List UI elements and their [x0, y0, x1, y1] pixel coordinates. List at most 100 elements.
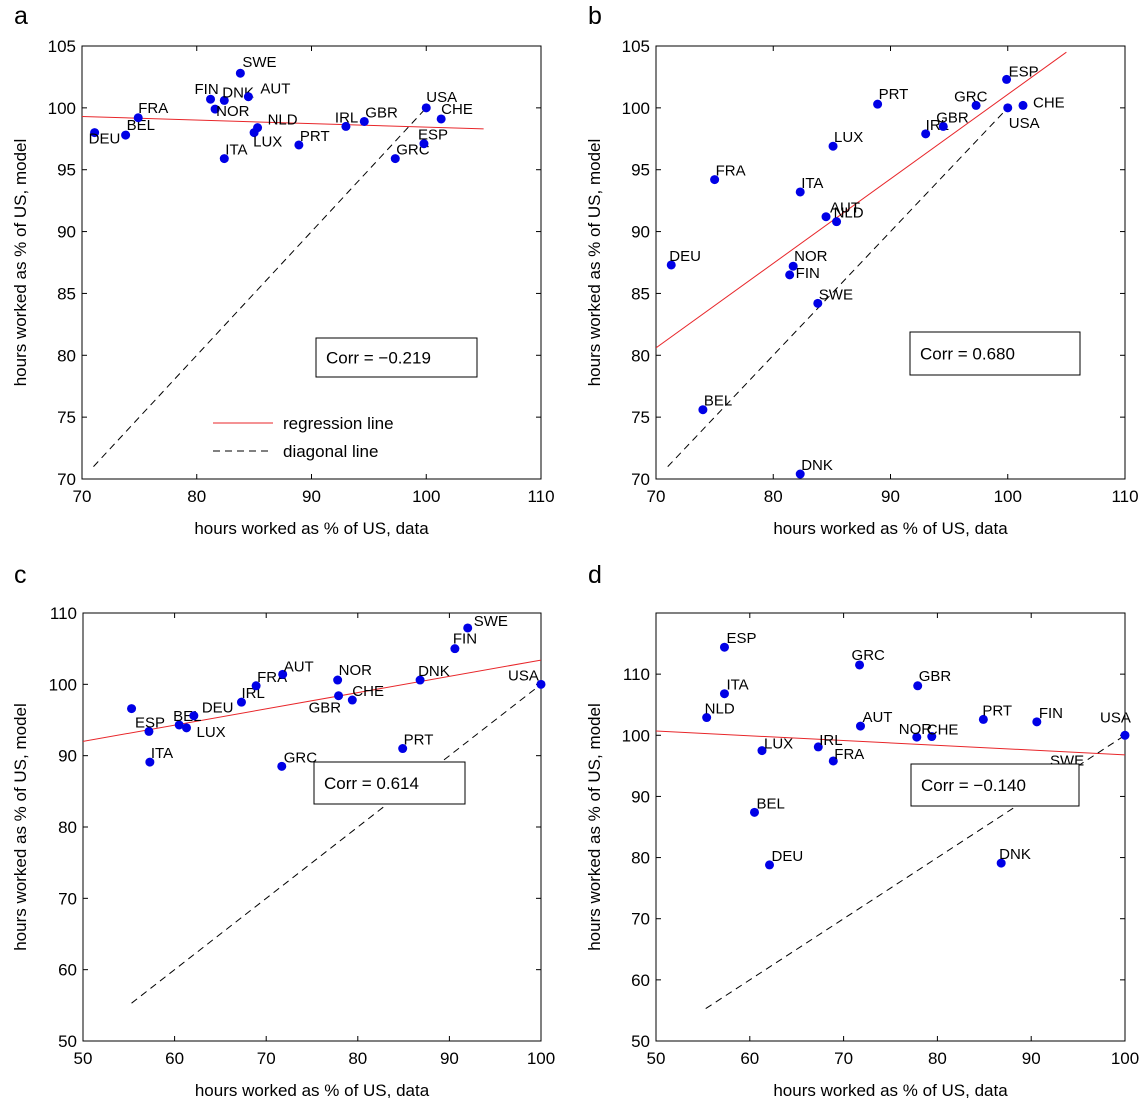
data-point — [334, 691, 344, 701]
point-label: BEL — [704, 393, 732, 410]
scatter-chart-a: 70 80 90 100 110 70 75 80 85 90 95 100 105 hours work… — [11, 37, 555, 538]
scatter-chart-c: 50 60 70 80 90 100 50 60 70 80 90 100 110 hours worke… — [11, 604, 555, 1100]
y-axis-label: hours worked as % of US, model — [11, 139, 30, 387]
point-label: NLD — [834, 205, 864, 222]
x-axis-label: hours worked as % of US, data — [194, 519, 429, 538]
data-point — [235, 68, 245, 78]
point-label: GRC — [284, 749, 318, 766]
data-point — [174, 720, 184, 730]
point-label: FRA — [138, 100, 168, 117]
data-point — [971, 100, 981, 110]
x-tick-label: 100 — [994, 487, 1022, 506]
point-label: IRL — [335, 109, 358, 126]
data-point — [828, 141, 838, 151]
regression-line — [83, 659, 541, 742]
corr-box — [909, 331, 1081, 376]
panel-letter-d: d — [588, 561, 602, 589]
point-label: LUX — [253, 134, 282, 151]
corr-box — [315, 337, 478, 378]
y-tick-label: 100 — [622, 99, 650, 118]
data-point — [1032, 717, 1042, 727]
y-tick-label: 85 — [631, 284, 650, 303]
data-point — [249, 128, 259, 138]
corr-label: Corr = 0.680 — [920, 345, 1015, 364]
data-point — [996, 858, 1006, 868]
data-point — [938, 121, 948, 131]
y-tick-label: 75 — [631, 408, 650, 427]
y-tick-label: 70 — [631, 910, 650, 929]
x-tick-label: 50 — [647, 1049, 666, 1068]
point-label: ITA — [801, 175, 823, 192]
data-point — [294, 140, 304, 150]
y-tick-label: 80 — [58, 818, 77, 837]
data-point — [855, 660, 865, 670]
point-label: DNK — [801, 457, 833, 474]
data-point — [785, 270, 795, 280]
data-point — [978, 714, 988, 724]
y-tick-label: 50 — [631, 1032, 650, 1051]
y-tick-label: 100 — [49, 675, 77, 694]
point-label: GBR — [936, 109, 969, 126]
x-tick-label: 90 — [881, 487, 900, 506]
legend-diagonal-label: diagonal line — [283, 442, 378, 461]
point-label: GBR — [365, 104, 398, 121]
data-point — [341, 121, 351, 131]
point-label: BEL — [756, 795, 784, 812]
point-label: CHE — [1033, 94, 1065, 111]
y-tick-label: 110 — [50, 604, 77, 623]
data-point — [832, 217, 842, 227]
y-tick-label: 80 — [631, 346, 650, 365]
data-point — [390, 154, 400, 164]
y-tick-label: 90 — [58, 747, 77, 766]
y-tick-label: 95 — [57, 161, 76, 180]
y-tick-label: 70 — [57, 470, 76, 489]
data-point — [121, 130, 131, 140]
point-label: GBR — [309, 700, 342, 717]
point-label: NLD — [705, 701, 735, 718]
data-point — [182, 723, 192, 733]
data-point — [921, 129, 931, 139]
panel-letter-a: a — [14, 2, 28, 30]
point-label: NOR — [794, 248, 828, 265]
point-label: DNK — [999, 846, 1031, 863]
y-tick-label: 90 — [631, 223, 650, 242]
diagonal-line — [131, 683, 541, 1004]
data-point — [463, 623, 473, 633]
data-point — [347, 695, 357, 705]
scatter-chart-d: 50 60 70 80 90 100 50 60 70 80 90 100 110 hours worke… — [585, 612, 1139, 1100]
point-label: FRA — [834, 746, 864, 763]
panel-b: b 70 80 90 100 110 70 75 80 85 90 95 100 105 hours wo… — [574, 0, 1148, 549]
point-label: USA — [508, 667, 539, 684]
data-point — [749, 807, 759, 817]
point-label: IRL — [819, 732, 842, 749]
point-label: NOR — [899, 721, 933, 738]
point-label: USA — [1100, 709, 1131, 726]
point-label: ITA — [151, 745, 173, 762]
data-point — [873, 99, 883, 109]
x-tick-label: 60 — [740, 1049, 759, 1068]
data-point — [927, 732, 937, 742]
data-point — [415, 675, 425, 685]
data-point — [90, 128, 100, 138]
point-label: AUT — [830, 200, 860, 217]
point-label: USA — [426, 89, 457, 106]
point-label: FIN — [796, 265, 820, 282]
x-tick-label: 110 — [1111, 487, 1138, 506]
point-label: GRC — [852, 647, 886, 664]
x-axis-label: hours worked as % of US, data — [773, 519, 1008, 538]
data-point — [145, 757, 155, 767]
y-tick-label: 70 — [631, 470, 650, 489]
point-label: PRT — [300, 128, 330, 145]
data-point — [788, 261, 798, 271]
x-tick-label: 110 — [527, 487, 554, 506]
point-label: IRL — [241, 685, 264, 702]
data-point — [450, 644, 460, 654]
point-label: DEU — [669, 248, 701, 265]
point-label: DEU — [202, 700, 234, 717]
point-label: CHE — [441, 101, 473, 118]
data-point — [666, 260, 676, 270]
x-tick-label: 80 — [928, 1049, 947, 1068]
data-point — [421, 103, 431, 113]
data-point — [210, 104, 220, 114]
point-label: ITA — [726, 677, 748, 694]
